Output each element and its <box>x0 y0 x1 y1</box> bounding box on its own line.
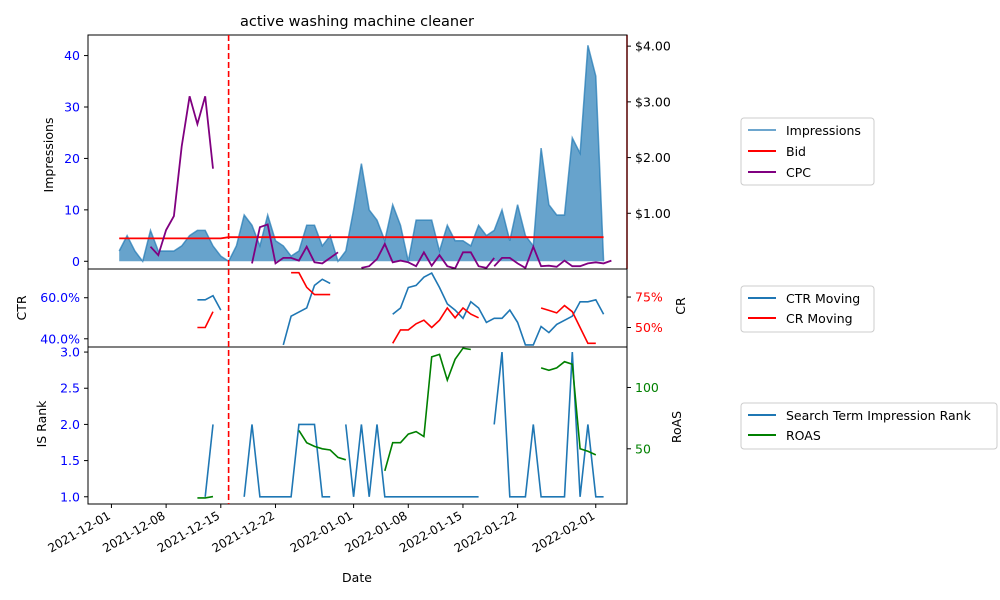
ctr-line <box>197 294 222 311</box>
legend-isrank-label: Search Term Impression Rank <box>786 408 972 423</box>
cr-line <box>392 306 479 344</box>
cpc-line <box>493 244 612 270</box>
roas-line <box>540 360 597 456</box>
isrank-axis-tick-label: 1.0 <box>60 489 80 504</box>
cr-axis-tick-label: 75% <box>635 290 663 305</box>
impressions-axis-label: Impressions <box>41 118 56 193</box>
cr-line <box>540 304 596 345</box>
roas-line <box>384 347 471 472</box>
isrank-axis-tick-label: 3.0 <box>60 345 80 360</box>
roas-axis-label: RoAS <box>669 411 684 443</box>
ctr-line <box>282 278 331 346</box>
ctr-axis-tick-label: 40.0% <box>40 331 80 346</box>
impressions-line <box>118 45 605 263</box>
legend-cpc-label: CPC <box>786 165 811 180</box>
isrank-panel: IS Rank RoAS 1.0 1.5 2.0 2.5 3.0 50 100 <box>34 345 684 505</box>
impressions-axis-tick-label: 40 <box>64 48 80 63</box>
ctr-axes-frame <box>87 268 628 348</box>
cpc-axis-tick-label: $4.00 <box>635 39 671 54</box>
ctr-line <box>392 272 605 346</box>
bid-line <box>119 236 604 240</box>
legend-roas-label: ROAS <box>786 428 821 443</box>
isrank-axis-tick-label: 2.0 <box>60 417 80 432</box>
ctr-panel: CTR CR 40.0% 60.0% 50% 75% <box>14 268 688 348</box>
isrank-line <box>493 352 604 498</box>
isrank-axis-tick-label: 2.5 <box>60 381 80 396</box>
roas-axis-tick-label: 50 <box>635 441 651 456</box>
impressions-axis-tick-label: 20 <box>64 151 80 166</box>
cpc-axis-tick-label: $3.00 <box>635 94 671 109</box>
impressions-axis-tick-label: 30 <box>64 100 80 115</box>
legend-ctr-label: CTR Moving <box>786 291 860 306</box>
date-axis: 2021-12-012021-12-082021-12-152021-12-22… <box>46 504 597 555</box>
cpc-axis-tick-label: $1.00 <box>635 206 671 221</box>
legend-bid-label: Bid <box>786 144 806 159</box>
ctr-axis-tick-label: 60.0% <box>40 290 80 305</box>
roas-axis-tick-label: 100 <box>635 380 659 395</box>
legend-ctr: CTR Moving CR Moving <box>740 285 875 333</box>
isrank-line <box>345 424 479 498</box>
cr-axis-label: CR <box>673 297 688 315</box>
legend-cr-label: CR Moving <box>786 311 853 326</box>
cr-axis-tick-label: 50% <box>635 320 663 335</box>
cpc-axis-tick-label: $2.00 <box>635 150 671 165</box>
chart-title: active washing machine cleaner <box>240 14 474 30</box>
legend-impressions-label: Impressions <box>786 123 861 138</box>
legend-isrank: Search Term Impression Rank ROAS <box>740 402 998 450</box>
ctr-axis-label: CTR <box>14 295 29 320</box>
impressions-axis-tick-label: 0 <box>72 254 80 269</box>
cpc-line <box>149 96 214 257</box>
date-tick-label: 2021-12-22 <box>210 508 277 555</box>
legend-impressions: Impressions Bid CPC <box>740 117 875 186</box>
cpc-line <box>361 241 495 270</box>
cr-line <box>291 271 331 296</box>
impressions-panel: active washing machine cleaner Impressio… <box>41 14 671 270</box>
isrank-axis-label: IS Rank <box>34 400 49 448</box>
impressions-area <box>119 45 604 262</box>
roas-line <box>298 429 347 461</box>
impressions-axis-tick-label: 10 <box>64 202 80 217</box>
isrank-line <box>243 423 331 498</box>
isrank-axis-tick-label: 1.5 <box>60 453 80 468</box>
date-tick-label: 2022-02-01 <box>530 508 597 555</box>
isrank-axes-frame <box>87 346 628 505</box>
cr-line <box>197 311 214 329</box>
cpc-line <box>251 223 339 265</box>
date-axis-label: Date <box>342 570 372 585</box>
isrank-line <box>204 424 214 497</box>
roas-line <box>197 495 214 499</box>
date-tick-label: 2022-01-22 <box>452 508 519 555</box>
